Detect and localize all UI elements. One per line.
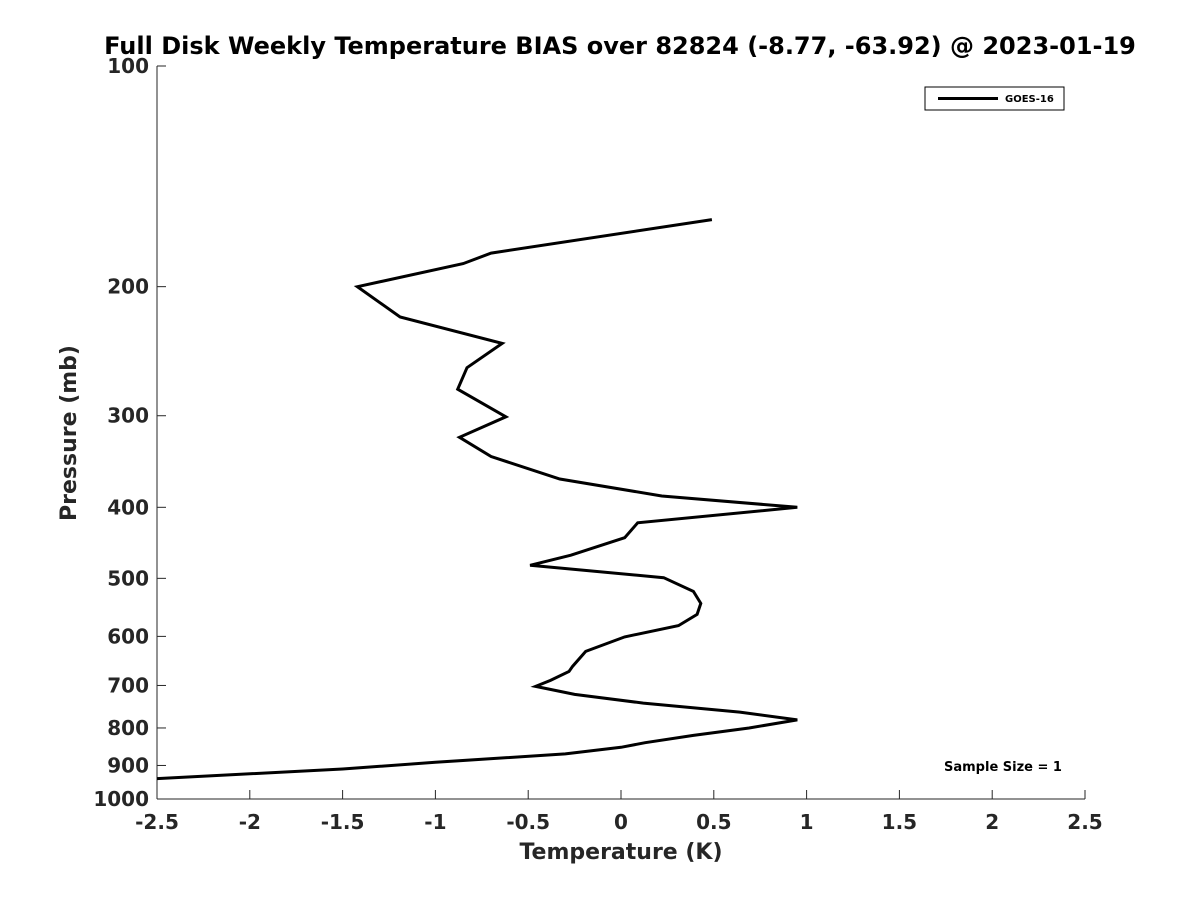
x-tick-label: 0.5 bbox=[696, 810, 731, 834]
y-tick-label: 400 bbox=[107, 495, 149, 519]
x-tick-label: -0.5 bbox=[506, 810, 550, 834]
x-tick-label: -1.5 bbox=[321, 810, 365, 834]
x-tick-label: 2 bbox=[985, 810, 999, 834]
y-tick-label: 500 bbox=[107, 566, 149, 590]
x-tick-label: -2 bbox=[239, 810, 261, 834]
series-line-goes-16 bbox=[156, 218, 798, 781]
series-layer bbox=[156, 218, 798, 781]
x-tick-label: 1 bbox=[800, 810, 814, 834]
sample-size-annotation: Sample Size = 1 bbox=[944, 760, 1062, 775]
x-axis-ticks: -2.5 -2 -1.5 -1 -0.5 0 0.5 1 1.5 2 2.5 bbox=[135, 790, 1103, 834]
y-tick-label: 1000 bbox=[93, 787, 149, 811]
x-tick-label: -2.5 bbox=[135, 810, 179, 834]
x-tick-label: 1.5 bbox=[882, 810, 917, 834]
y-tick-label: 600 bbox=[107, 624, 149, 648]
x-tick-label: 2.5 bbox=[1067, 810, 1102, 834]
y-tick-label: 800 bbox=[107, 716, 149, 740]
x-tick-label: 0 bbox=[614, 810, 628, 834]
x-axis-label: Temperature (K) bbox=[519, 840, 722, 865]
y-tick-label: 200 bbox=[107, 275, 149, 299]
y-axis-label: Pressure (mb) bbox=[57, 345, 82, 521]
legend-label-goes-16: GOES-16 bbox=[1005, 94, 1054, 105]
y-tick-label: 900 bbox=[107, 753, 149, 777]
chart-title: Full Disk Weekly Temperature BIAS over 8… bbox=[104, 32, 1136, 60]
y-tick-label: 700 bbox=[107, 673, 149, 697]
y-tick-label: 100 bbox=[107, 54, 149, 78]
y-axis-ticks: 100 200 300 400 500 600 700 800 900 1000 bbox=[93, 54, 166, 811]
x-tick-label: -1 bbox=[424, 810, 446, 834]
y-tick-label: 300 bbox=[107, 404, 149, 428]
legend: GOES-16 bbox=[924, 86, 1065, 111]
